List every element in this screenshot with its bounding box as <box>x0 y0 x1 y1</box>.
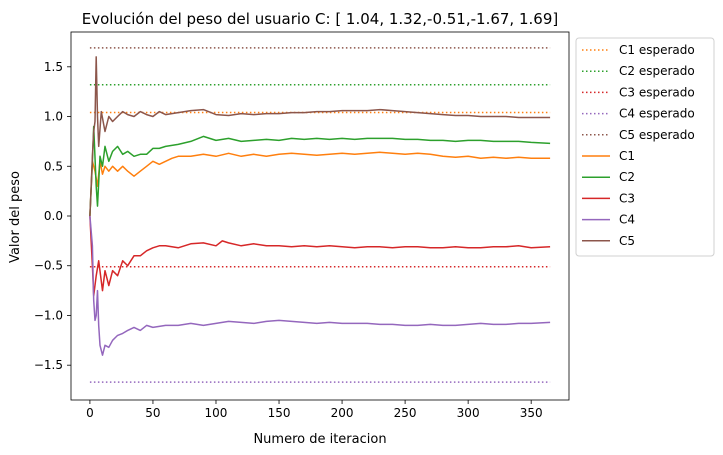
y-tick-label: 0.0 <box>44 209 63 223</box>
y-tick-label: 1.0 <box>44 110 63 124</box>
series-line-c4 <box>89 215 551 356</box>
plot-frame <box>70 31 570 401</box>
legend-label: C4 esperado <box>619 107 695 121</box>
chart-title: Evolución del peso del usuario C: [ 1.04… <box>82 10 558 28</box>
x-tick-label: 250 <box>394 406 417 420</box>
y-tick-label: −1.5 <box>34 358 63 372</box>
legend: C1 esperado C2 esperado C3 esperado C4 espe… <box>575 37 715 257</box>
x-tick-label: 0 <box>86 406 94 420</box>
x-tick-label: 200 <box>331 406 354 420</box>
y-tick-label: −0.5 <box>34 259 63 273</box>
y-tick-label: 0.5 <box>44 159 63 173</box>
y-tick-label: −1.0 <box>34 308 63 322</box>
series-line-c2 <box>89 125 551 217</box>
x-tick-label: 150 <box>268 406 291 420</box>
legend-label: C3 esperado <box>619 85 695 99</box>
x-axis-label: Numero de iteracion <box>253 432 386 447</box>
legend-label: C2 <box>619 170 635 184</box>
legend-label: C4 <box>619 213 635 227</box>
plot-area: 0 50 100 150 200 250 300 350 −1.5 −1.0 −0.5 0.0 0.5 1… <box>34 31 570 420</box>
legend-label: C1 esperado <box>619 43 695 57</box>
y-axis-label: Valor del peso <box>8 171 23 263</box>
legend-label: C3 <box>619 191 635 205</box>
x-tick-label: 300 <box>457 406 480 420</box>
series-line-c5 <box>89 56 551 217</box>
legend-label: C1 <box>619 149 635 163</box>
legend-label: C5 esperado <box>619 128 695 142</box>
legend-label: C5 <box>619 234 635 248</box>
series-line-c3 <box>89 215 551 297</box>
legend-frame <box>575 37 715 257</box>
legend-label: C2 esperado <box>619 64 695 78</box>
x-tick-label: 350 <box>520 406 543 420</box>
x-tick-label: 50 <box>145 406 160 420</box>
series-line-c1 <box>89 151 551 217</box>
x-tick-label: 100 <box>205 406 228 420</box>
y-tick-label: 1.5 <box>44 60 63 74</box>
